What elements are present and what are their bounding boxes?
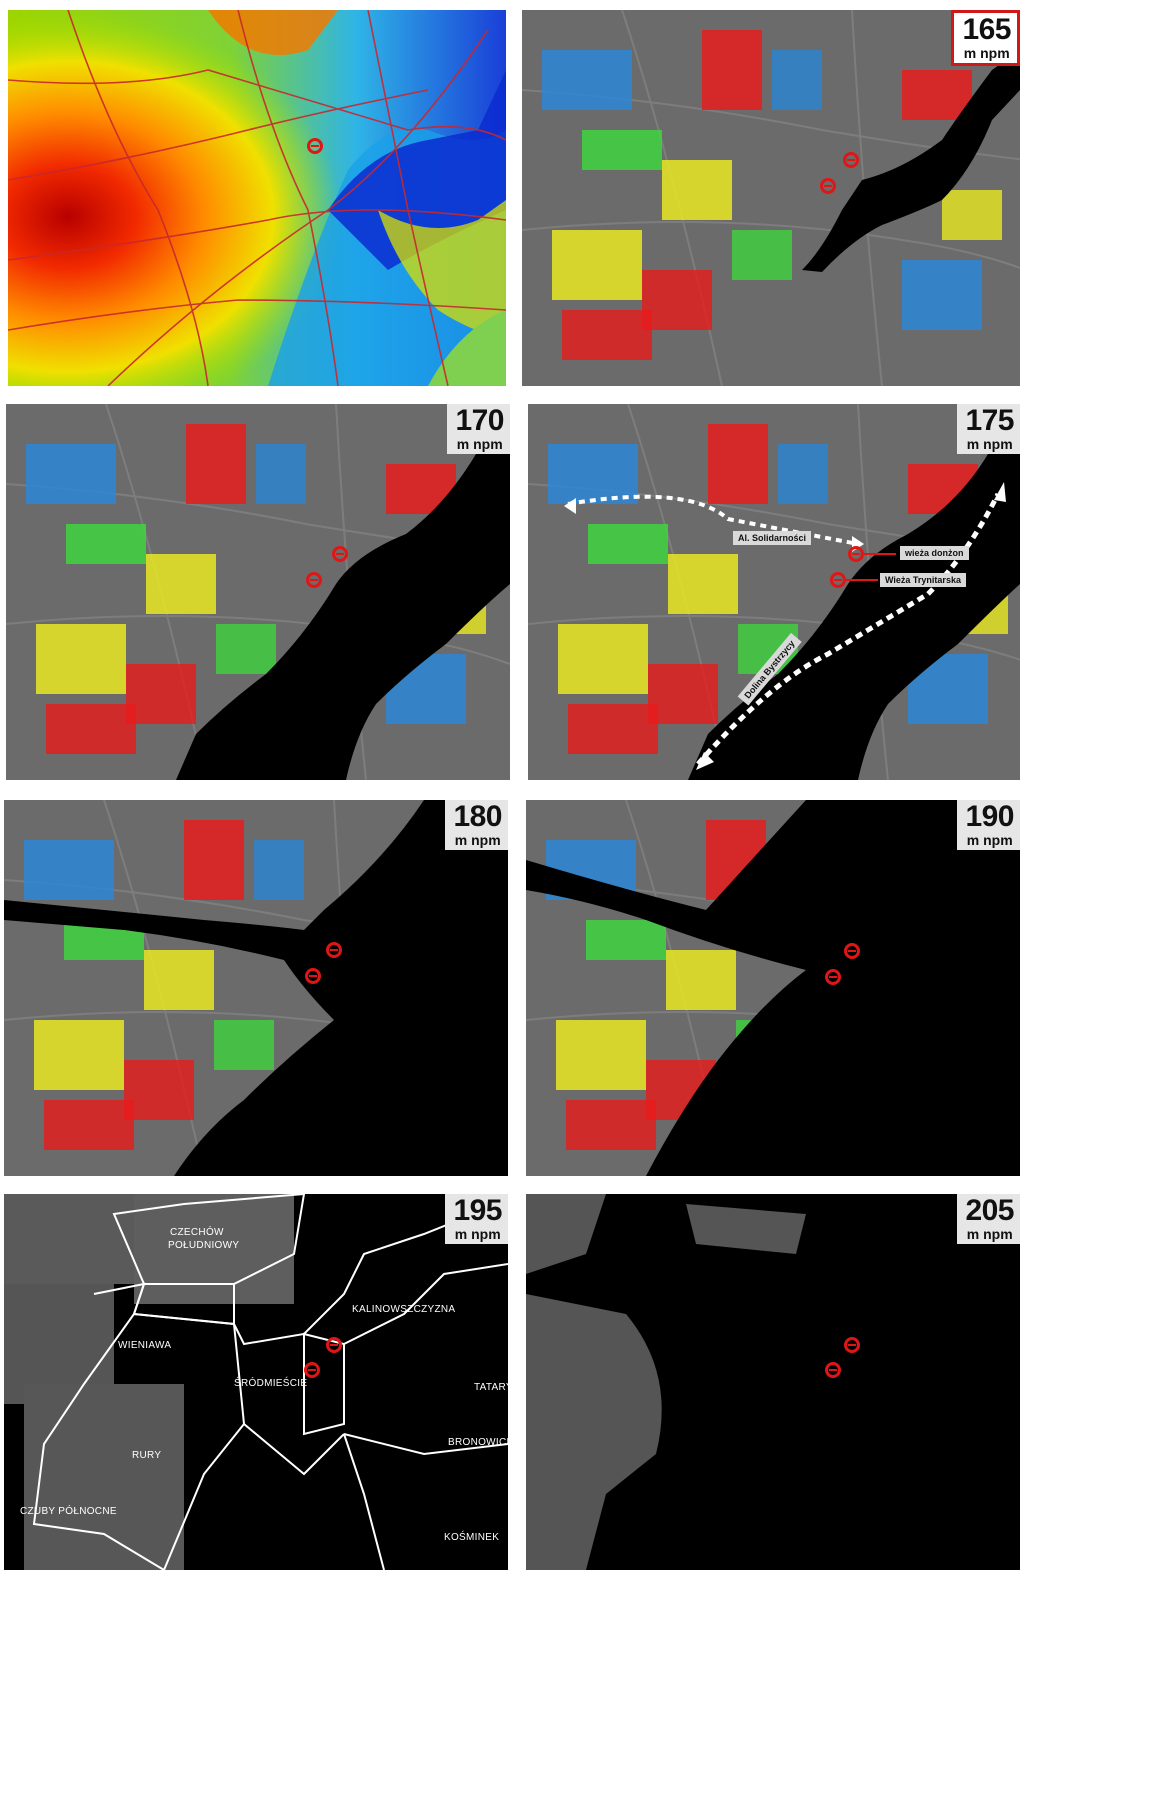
- flood-map: [4, 800, 508, 1176]
- landmark-marker-donzon: [326, 1337, 342, 1353]
- flood-panel-195: 195 m npm CZECHÓW POŁUDNIOWY WIENIAWA ŚRÓ…: [4, 1194, 508, 1570]
- flood-map: [4, 1194, 508, 1570]
- elevation-map: [8, 10, 506, 386]
- landmark-marker-donzon: [844, 1337, 860, 1353]
- elevation-badge: 165 m npm: [951, 10, 1020, 66]
- label-wieza-trynitarska: Wieża Trynitarska: [880, 573, 966, 587]
- flood-map: [528, 404, 1020, 780]
- district-rury: RURY: [132, 1450, 162, 1461]
- elevation-badge: 205 m npm: [957, 1194, 1020, 1244]
- label-wieza-donzon: wieża donżon: [900, 546, 969, 560]
- flood-panel-175: 175 m npm Al. Solidarności wieża donżon W…: [528, 404, 1020, 780]
- elevation-badge: 175 m npm: [957, 404, 1020, 454]
- elevation-map-panel: [8, 10, 506, 386]
- landmark-marker-donzon: [332, 546, 348, 562]
- flood-map: [522, 10, 1020, 386]
- district-poludniowy: POŁUDNIOWY: [168, 1240, 240, 1251]
- landmark-marker-trynitarska: [825, 969, 841, 985]
- landmark-marker-trynitarska: [830, 572, 846, 588]
- flood-panel-205: 205 m npm: [526, 1194, 1020, 1570]
- flood-map: [526, 1194, 1020, 1570]
- district-czuby-polnocne: CZUBY PÓŁNOCNE: [20, 1506, 117, 1517]
- district-bronowice: BRONOWICE: [448, 1437, 508, 1448]
- district-czechow: CZECHÓW: [170, 1227, 224, 1238]
- elevation-badge: 180 m npm: [445, 800, 508, 850]
- district-tatary: TATARY: [474, 1382, 508, 1393]
- flood-panel-170: 170 m npm: [6, 404, 510, 780]
- district-kalinowszczyzna: KALINOWSZCZYZNA: [352, 1304, 456, 1315]
- landmark-marker-donzon: [326, 942, 342, 958]
- landmark-marker-donzon: [848, 546, 864, 562]
- district-wieniawa: WIENIAWA: [118, 1340, 172, 1351]
- landmark-marker-donzon: [844, 943, 860, 959]
- flood-panel-180: 180 m npm: [4, 800, 508, 1176]
- flood-map: [526, 800, 1020, 1176]
- landmark-marker-trynitarska: [820, 178, 836, 194]
- district-srodmiescie: ŚRÓDMIEŚCIE: [234, 1378, 308, 1389]
- landmark-marker-trynitarska: [306, 572, 322, 588]
- elevation-badge: 195 m npm: [445, 1194, 508, 1244]
- flood-map: [6, 404, 510, 780]
- label-al-solidarnosci: Al. Solidarności: [733, 531, 812, 545]
- landmark-marker-trynitarska: [304, 1362, 320, 1378]
- flood-panel-190: 190 m npm: [526, 800, 1020, 1176]
- landmark-marker-trynitarska: [305, 968, 321, 984]
- landmark-marker-donzon: [843, 152, 859, 168]
- flood-panel-165: 165 m npm: [522, 10, 1020, 386]
- remaining-land: [4, 1194, 294, 1570]
- elevation-badge: 170 m npm: [447, 404, 510, 454]
- district-kosminek: KOŚMINEK: [444, 1532, 500, 1543]
- landmark-marker: [307, 138, 323, 154]
- elevation-badge: 190 m npm: [957, 800, 1020, 850]
- landmark-marker-trynitarska: [825, 1362, 841, 1378]
